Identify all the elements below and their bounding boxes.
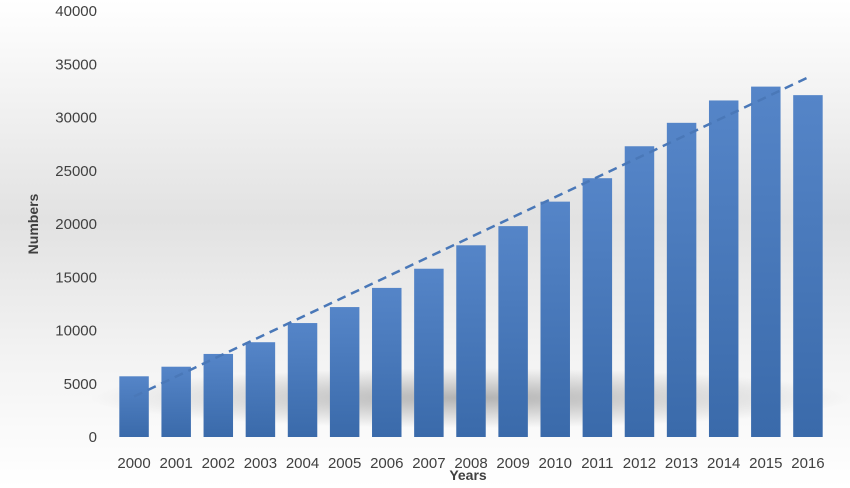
bar bbox=[372, 287, 402, 437]
bar bbox=[329, 307, 360, 437]
x-tick-label: 2005 bbox=[328, 455, 361, 472]
x-tick-label: 2012 bbox=[623, 455, 656, 472]
x-tick-label: 2014 bbox=[707, 455, 740, 472]
x-axis-ticks: 2000 2001 2002 2003 2004 2005 2006 2007 2008 2009… bbox=[117, 455, 824, 472]
trendline bbox=[133, 76, 809, 398]
x-tick-label: 2002 bbox=[202, 455, 235, 472]
x-tick-label: 2008 bbox=[454, 455, 487, 472]
y-axis-ticks: 0 5000 10000 15000 20000 25000 30000 35000 40000 bbox=[55, 3, 97, 446]
y-tick-label: 40000 bbox=[55, 3, 97, 20]
x-tick-label: 2006 bbox=[370, 455, 403, 472]
y-tick-label: 0 bbox=[89, 429, 97, 446]
bar bbox=[666, 122, 697, 437]
y-axis-title: Numbers bbox=[25, 193, 41, 254]
x-tick-label: 2003 bbox=[244, 455, 277, 472]
y-tick-label: 10000 bbox=[55, 323, 97, 340]
x-tick-label: 2015 bbox=[749, 455, 782, 472]
bar bbox=[582, 178, 613, 437]
x-tick-label: 2004 bbox=[286, 455, 319, 472]
x-tick-label: 2016 bbox=[791, 455, 824, 472]
y-tick-label: 30000 bbox=[55, 110, 97, 127]
y-tick-label: 15000 bbox=[55, 269, 97, 286]
bar bbox=[793, 95, 823, 437]
x-tick-label: 2000 bbox=[117, 455, 150, 472]
bar bbox=[161, 366, 191, 437]
x-axis-title: Years bbox=[449, 467, 487, 483]
bar bbox=[119, 376, 149, 437]
bar bbox=[456, 245, 486, 437]
bar-series bbox=[119, 86, 823, 438]
bar bbox=[245, 342, 276, 437]
y-tick-label: 20000 bbox=[55, 216, 97, 233]
x-tick-label: 2001 bbox=[159, 455, 192, 472]
bar bbox=[287, 323, 318, 437]
x-tick-label: 2011 bbox=[581, 455, 613, 472]
x-tick-label: 2013 bbox=[665, 455, 698, 472]
y-tick-label: 5000 bbox=[64, 376, 97, 393]
bar bbox=[624, 146, 655, 437]
y-tick-label: 35000 bbox=[55, 56, 97, 73]
x-tick-label: 2010 bbox=[539, 455, 572, 472]
bar bbox=[498, 226, 528, 437]
y-tick-label: 25000 bbox=[55, 163, 97, 180]
x-tick-label: 2009 bbox=[496, 455, 529, 472]
bar bbox=[708, 100, 739, 438]
x-tick-label: 2007 bbox=[412, 455, 445, 472]
bar bbox=[203, 353, 234, 437]
bar bbox=[751, 86, 781, 438]
bar bbox=[540, 201, 570, 437]
bar bbox=[414, 268, 444, 437]
